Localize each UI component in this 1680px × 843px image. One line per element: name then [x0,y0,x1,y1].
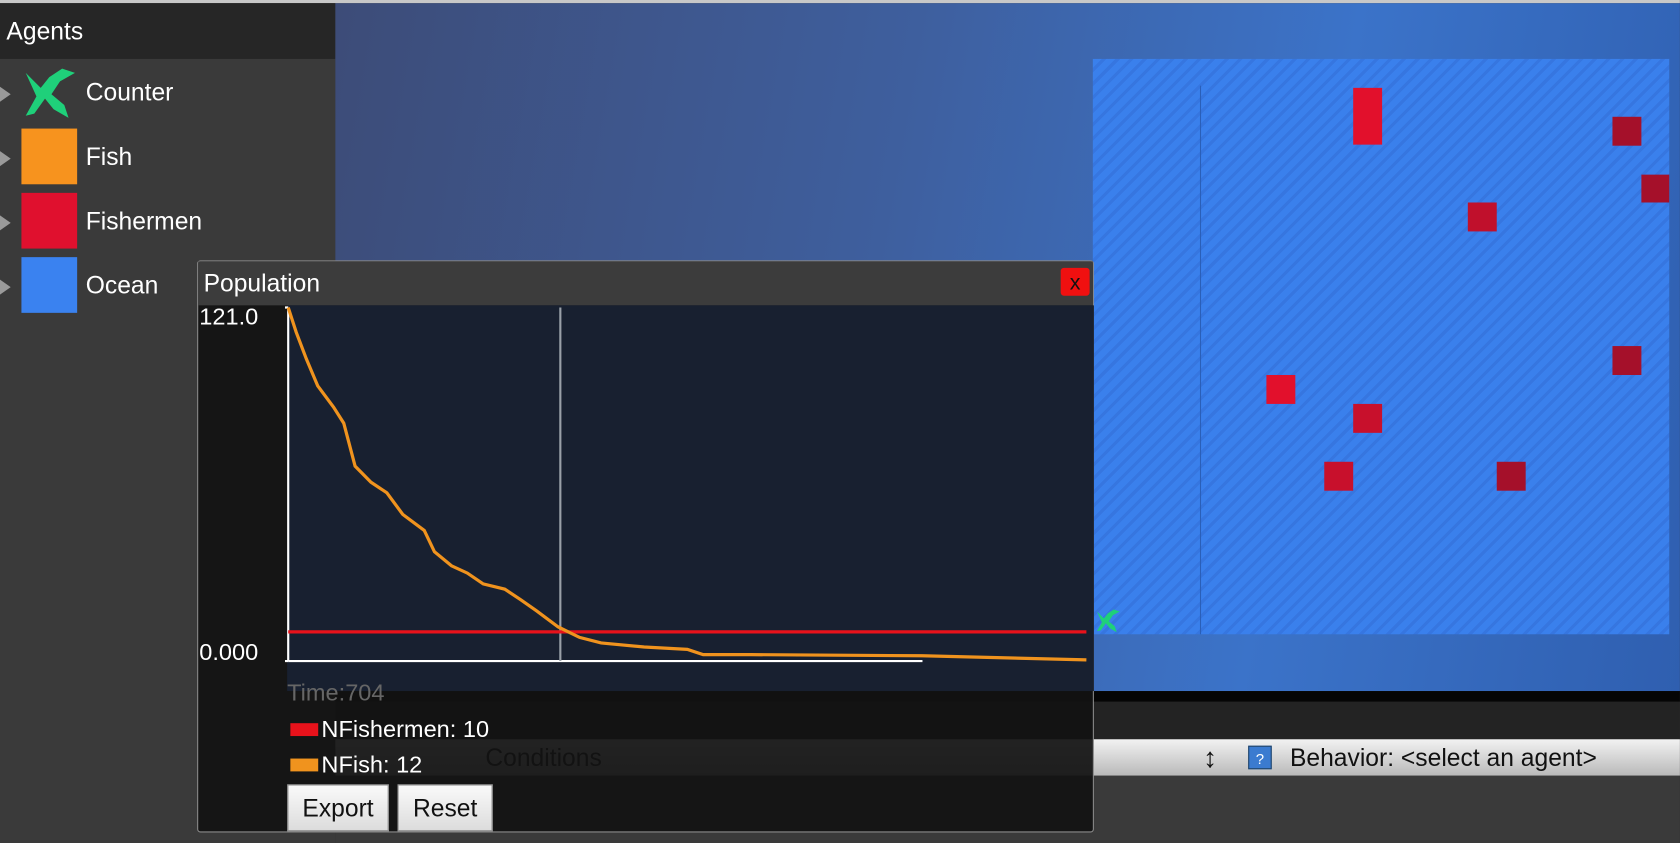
fisherman [1353,403,1383,433]
reset-button[interactable]: Reset [397,784,493,832]
expand-arrow[interactable] [0,86,11,102]
y-tick-label: 121.0 [199,305,258,329]
ocean-view[interactable] [1092,58,1670,635]
fish-icon [21,128,78,185]
close-button[interactable]: x [1060,267,1090,296]
fisherman [1467,202,1497,232]
fisherman [1612,116,1642,146]
top-strip [0,0,1680,4]
population-window: Population x 121.0 0.000 Time:704 NFisher… [197,260,1094,833]
plot-area [287,305,1094,692]
window-title: Population [198,261,1093,306]
fisherman [1496,461,1526,491]
agent-row[interactable]: Ocean [0,257,335,317]
counter-agent [1096,609,1120,633]
counter-icon [25,68,75,118]
legend-label: NFishermen: 10 [321,715,490,743]
expand-arrow[interactable] [0,151,11,167]
time-label: Time:704 [287,679,385,707]
resize-handle[interactable]: ↕ [1203,741,1218,774]
legend-swatch [290,758,319,772]
agent-name: Fish [85,142,133,171]
divider [1199,85,1202,635]
help-icon[interactable]: ? [1248,745,1272,770]
agent-row[interactable]: Fishermen [0,192,335,253]
y-tick-label: 0.000 [199,639,258,665]
ocean-icon [21,257,78,313]
fisherman [1641,174,1670,203]
population-chart: 121.0 0.000 [199,305,1087,665]
fishermen-icon [21,192,78,249]
fisherman [1353,87,1383,145]
series-line [286,306,1087,662]
agent-row[interactable]: Counter [0,64,335,124]
agent-name: Fishermen [85,206,203,235]
behavior-label: Behavior: <select an agent> [1289,743,1597,772]
fisherman [1324,461,1354,491]
legend-swatch [290,723,319,737]
expand-arrow[interactable] [0,279,11,295]
agent-name: Counter [85,78,174,107]
agent-name: Ocean [85,271,159,299]
expand-arrow[interactable] [0,215,11,231]
export-button[interactable]: Export [287,784,389,832]
legend-label: NFish: 12 [321,751,423,778]
panel-title: Agents [0,3,336,59]
fisherman [1266,374,1296,404]
fisherman [1612,346,1642,375]
agent-row[interactable]: Fish [0,128,335,189]
